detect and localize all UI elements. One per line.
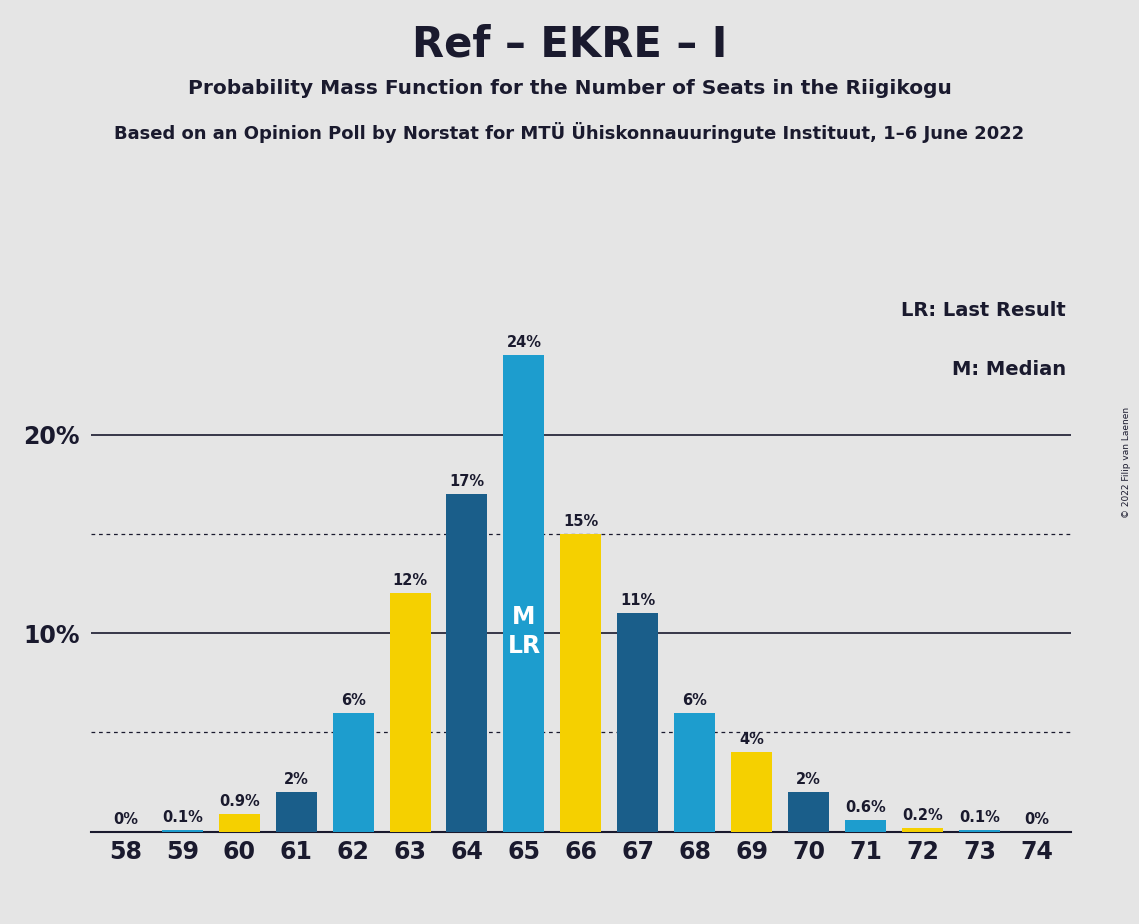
Bar: [674, 712, 715, 832]
Text: 0.9%: 0.9%: [219, 794, 260, 808]
Text: 2%: 2%: [284, 772, 309, 787]
Bar: [902, 828, 943, 832]
Text: 0%: 0%: [113, 811, 138, 827]
Text: 15%: 15%: [564, 514, 598, 529]
Text: 6%: 6%: [341, 693, 366, 708]
Text: M: Median: M: Median: [952, 360, 1066, 379]
Text: © 2022 Filip van Laenen: © 2022 Filip van Laenen: [1122, 407, 1131, 517]
Text: 0.1%: 0.1%: [162, 809, 203, 824]
Bar: [276, 792, 317, 832]
Bar: [617, 614, 658, 832]
Text: 6%: 6%: [682, 693, 707, 708]
Bar: [731, 752, 772, 832]
Bar: [446, 494, 487, 832]
Text: 17%: 17%: [450, 474, 484, 489]
Text: 0.2%: 0.2%: [902, 808, 943, 822]
Text: 0.1%: 0.1%: [959, 809, 1000, 824]
Text: Probability Mass Function for the Number of Seats in the Riigikogu: Probability Mass Function for the Number…: [188, 79, 951, 98]
Text: 2%: 2%: [796, 772, 821, 787]
Bar: [560, 534, 601, 832]
Text: Ref – EKRE – I: Ref – EKRE – I: [412, 23, 727, 65]
Text: 12%: 12%: [393, 574, 427, 589]
Text: 0.6%: 0.6%: [845, 800, 886, 815]
Bar: [333, 712, 374, 832]
Text: 0%: 0%: [1024, 811, 1049, 827]
Text: M
LR: M LR: [507, 604, 541, 659]
Bar: [845, 820, 886, 832]
Bar: [959, 830, 1000, 832]
Text: 4%: 4%: [739, 732, 764, 748]
Text: LR: Last Result: LR: Last Result: [901, 301, 1066, 320]
Bar: [162, 830, 203, 832]
Bar: [503, 355, 544, 832]
Text: 11%: 11%: [621, 593, 655, 608]
Text: Based on an Opinion Poll by Norstat for MTÜ Ühiskonnauuringute Instituut, 1–6 Ju: Based on an Opinion Poll by Norstat for …: [114, 122, 1025, 143]
Bar: [390, 593, 431, 832]
Bar: [788, 792, 829, 832]
Bar: [219, 814, 260, 832]
Text: 24%: 24%: [507, 335, 541, 350]
